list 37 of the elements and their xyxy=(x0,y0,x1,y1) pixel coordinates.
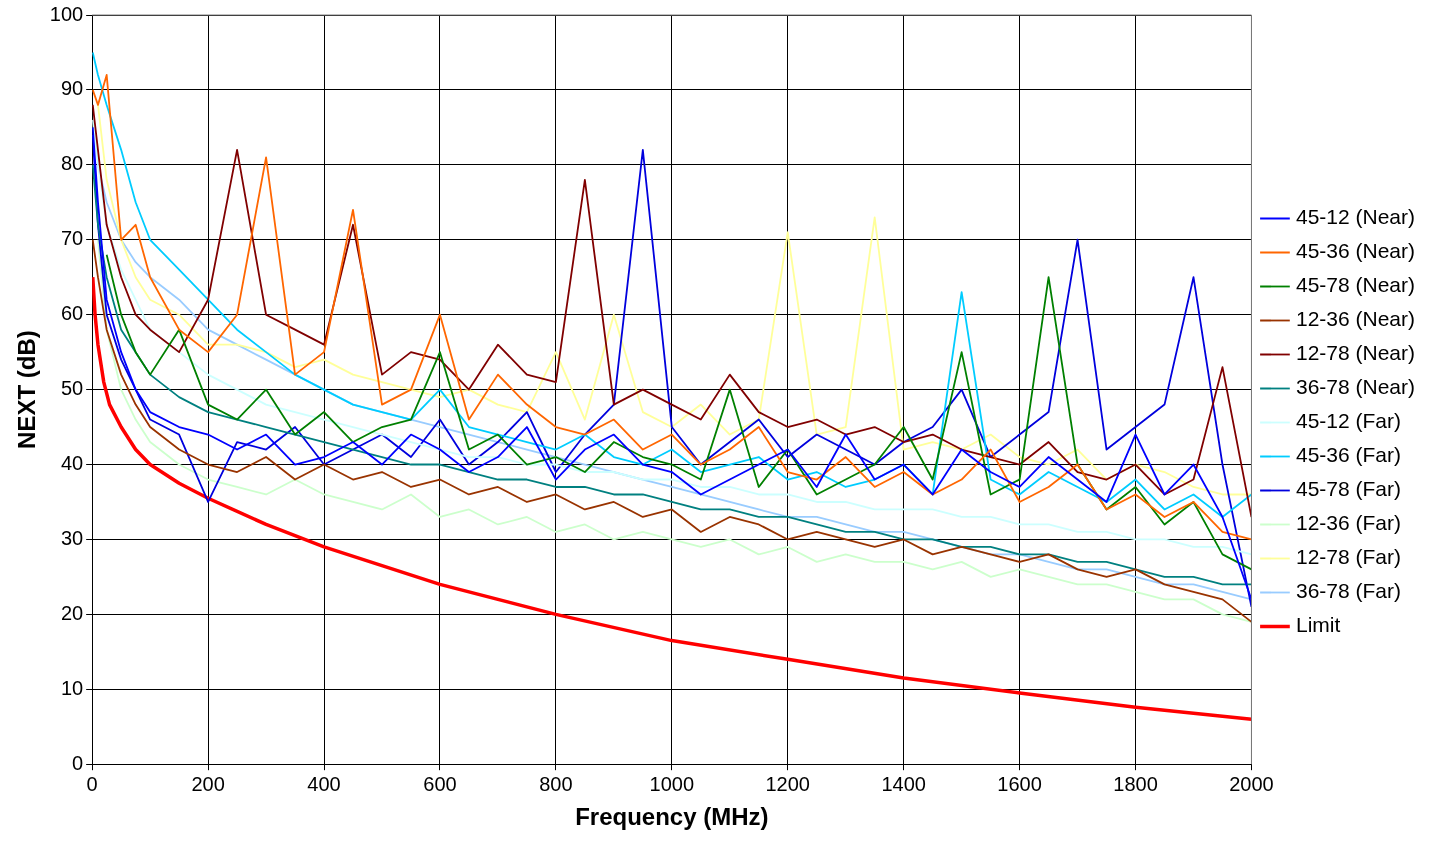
legend-label: Limit xyxy=(1295,613,1341,637)
x-tick-label: 200 xyxy=(191,772,225,795)
y-tick-label: 100 xyxy=(49,2,84,25)
y-tick-label: 0 xyxy=(72,751,84,774)
legend-label: 45-78 (Near) xyxy=(1295,273,1416,297)
x-tick-label: 600 xyxy=(423,772,457,795)
x-tick-label: 0 xyxy=(86,772,98,795)
x-tick-label: 1000 xyxy=(649,772,695,795)
x-axis-title: Frequency (MHz) xyxy=(575,803,769,831)
x-tick-label: 800 xyxy=(539,772,573,795)
y-axis-title: NEXT (dB) xyxy=(13,330,41,449)
x-tick-label: 1400 xyxy=(881,772,926,795)
legend-label: 45-12 (Far) xyxy=(1295,409,1401,433)
legend-label: 12-36 (Far) xyxy=(1295,511,1401,535)
legend-label: 36-78 (Far) xyxy=(1295,579,1401,603)
x-tick-label: 1600 xyxy=(997,772,1042,795)
y-tick-label: 50 xyxy=(60,377,84,400)
x-tick-label: 1800 xyxy=(1113,772,1158,795)
legend-label: 45-36 (Far) xyxy=(1295,443,1401,467)
legend-label: 45-12 (Near) xyxy=(1295,205,1416,229)
legend-label: 12-78 (Far) xyxy=(1295,545,1401,569)
x-tick-label: 400 xyxy=(307,772,341,795)
legend-label: 12-78 (Near) xyxy=(1295,341,1416,365)
x-tick-label: 2000 xyxy=(1229,772,1274,795)
y-tick-label: 20 xyxy=(60,601,84,624)
y-tick-label: 30 xyxy=(60,526,84,549)
legend-label: 45-36 (Near) xyxy=(1295,239,1416,263)
legend-label: 45-78 (Far) xyxy=(1295,477,1401,501)
y-tick-label: 80 xyxy=(60,152,84,175)
x-tick-label: 1200 xyxy=(765,772,810,795)
y-tick-label: 40 xyxy=(60,452,84,475)
y-tick-label: 90 xyxy=(60,77,84,100)
legend-label: 12-36 (Near) xyxy=(1295,307,1416,331)
y-tick-label: 60 xyxy=(60,302,84,325)
y-tick-label: 70 xyxy=(60,227,84,250)
legend-label: 36-78 (Near) xyxy=(1295,375,1416,399)
y-tick-label: 10 xyxy=(60,676,84,699)
